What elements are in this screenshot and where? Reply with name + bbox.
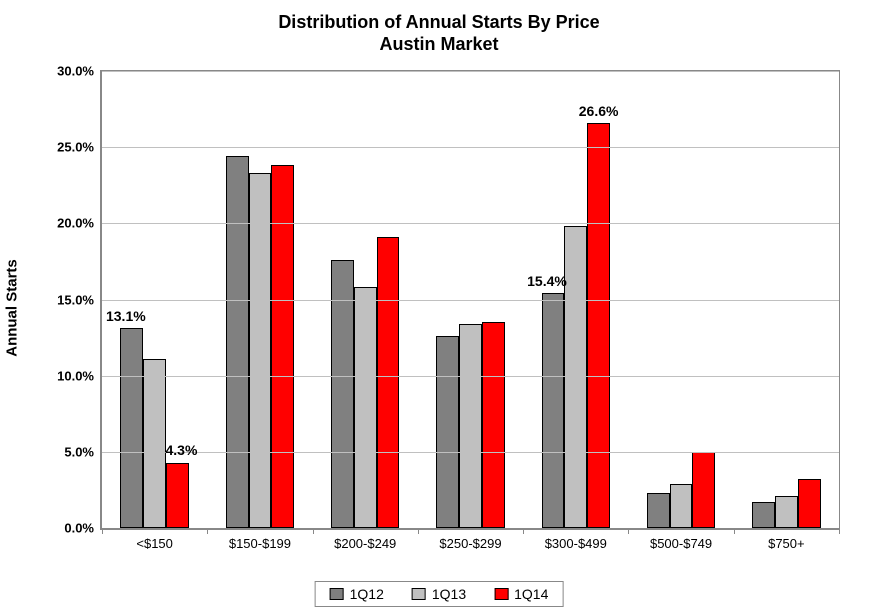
x-tick xyxy=(313,528,314,534)
bar xyxy=(647,493,670,528)
bar xyxy=(564,226,587,528)
x-tick-label: $300-$499 xyxy=(545,528,607,551)
y-tick-label: 20.0% xyxy=(57,216,102,231)
legend-label: 1Q14 xyxy=(514,586,548,602)
y-tick-label: 15.0% xyxy=(57,292,102,307)
x-tick xyxy=(734,528,735,534)
gridline xyxy=(102,376,839,377)
bar xyxy=(542,293,565,528)
legend-swatch xyxy=(412,588,426,600)
legend-item: 1Q12 xyxy=(330,586,384,602)
x-tick-label: $750+ xyxy=(768,528,805,551)
data-label: 15.4% xyxy=(527,273,567,289)
bar xyxy=(226,156,249,528)
data-label: 26.6% xyxy=(579,103,619,119)
legend-label: 1Q12 xyxy=(350,586,384,602)
legend: 1Q12 1Q13 1Q14 xyxy=(315,581,564,607)
bar xyxy=(459,324,482,528)
gridline xyxy=(102,300,839,301)
y-axis-label: Annual Starts xyxy=(4,259,21,357)
legend-swatch xyxy=(494,588,508,600)
gridline xyxy=(102,452,839,453)
bar xyxy=(120,328,143,528)
plot-area: 0.0%5.0%10.0%15.0%20.0%25.0%30.0%<$150$1… xyxy=(100,70,840,530)
x-tick-label: $200-$249 xyxy=(334,528,396,551)
bar xyxy=(271,165,294,528)
y-tick-label: 10.0% xyxy=(57,368,102,383)
bar xyxy=(436,336,459,528)
x-tick xyxy=(523,528,524,534)
bar xyxy=(775,496,798,528)
y-tick-label: 25.0% xyxy=(57,140,102,155)
bar xyxy=(798,479,821,528)
data-label: 13.1% xyxy=(106,308,146,324)
chart-title-line2: Austin Market xyxy=(0,34,878,56)
bar xyxy=(752,502,775,528)
bar xyxy=(249,173,272,528)
bar xyxy=(143,359,166,528)
gridline xyxy=(102,71,839,72)
legend-item: 1Q13 xyxy=(412,586,466,602)
x-tick-label: $150-$199 xyxy=(229,528,291,551)
bar xyxy=(692,452,715,528)
x-tick xyxy=(207,528,208,534)
x-tick xyxy=(102,528,103,534)
gridline xyxy=(102,147,839,148)
x-tick xyxy=(418,528,419,534)
data-label: 4.3% xyxy=(165,442,197,458)
y-tick-label: 30.0% xyxy=(57,64,102,79)
x-tick-label: <$150 xyxy=(136,528,173,551)
x-tick xyxy=(839,528,840,534)
legend-item: 1Q14 xyxy=(494,586,548,602)
x-tick-label: $250-$299 xyxy=(439,528,501,551)
chart-title: Distribution of Annual Starts By Price A… xyxy=(0,12,878,55)
bar xyxy=(354,287,377,528)
legend-label: 1Q13 xyxy=(432,586,466,602)
y-tick-label: 5.0% xyxy=(64,444,102,459)
bar xyxy=(166,463,189,529)
bar xyxy=(587,123,610,528)
bar xyxy=(670,484,693,528)
chart-container: Distribution of Annual Starts By Price A… xyxy=(0,0,878,615)
legend-swatch xyxy=(330,588,344,600)
bar xyxy=(377,237,400,528)
y-tick-label: 0.0% xyxy=(64,521,102,536)
x-tick xyxy=(628,528,629,534)
x-tick-label: $500-$749 xyxy=(650,528,712,551)
chart-title-line1: Distribution of Annual Starts By Price xyxy=(0,12,878,34)
bar xyxy=(482,322,505,528)
gridline xyxy=(102,223,839,224)
